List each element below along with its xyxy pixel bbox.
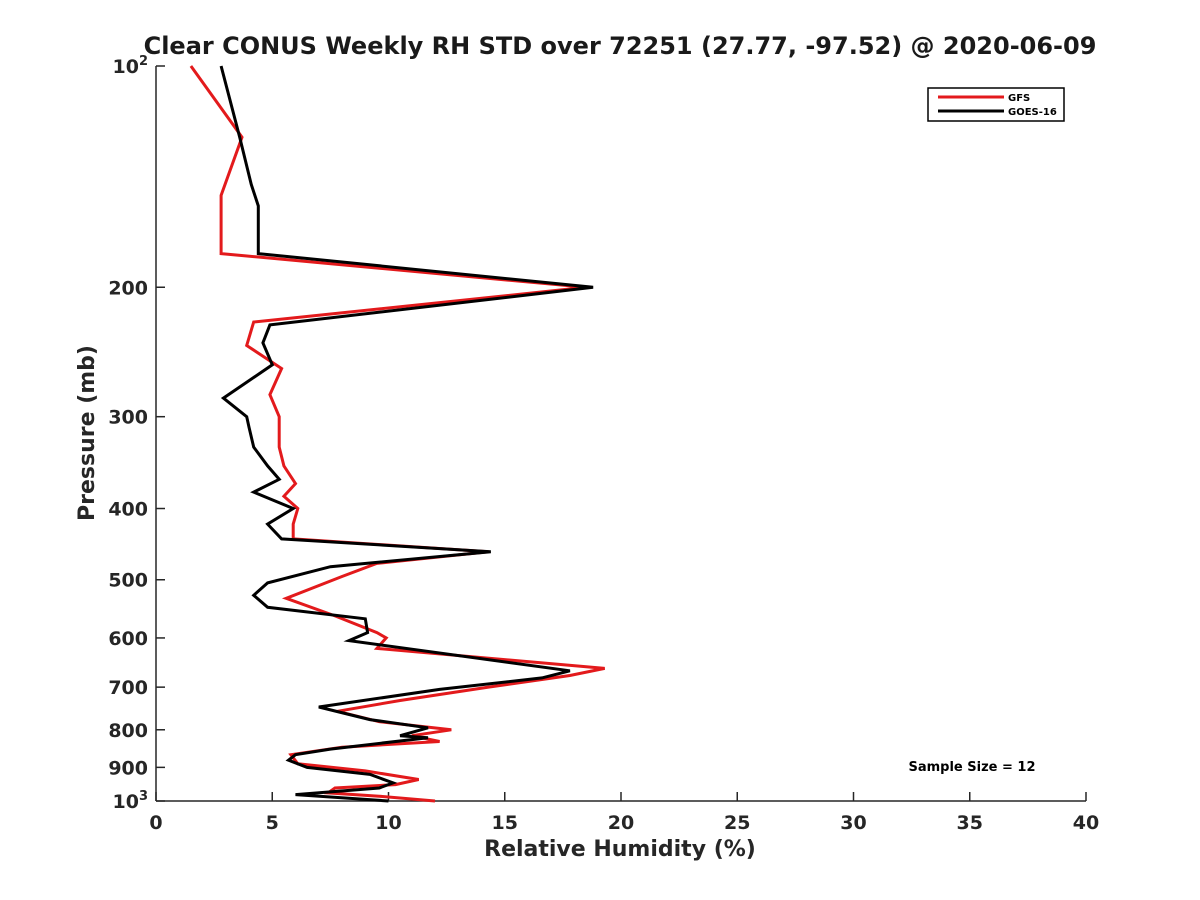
x-axis-label: Relative Humidity (%) (484, 837, 756, 862)
legend-entry: GOES-16 (1008, 107, 1057, 118)
legend-entry: GFS (1008, 93, 1030, 104)
series-gfs (189, 65, 605, 803)
x-tick-label: 0 (149, 812, 162, 834)
y-axis-label: Pressure (mb) (75, 345, 100, 521)
x-tick-label: 15 (492, 812, 518, 834)
series-goes-16 (219, 65, 594, 803)
x-tick-label: 25 (724, 812, 750, 834)
series-layer (189, 65, 605, 803)
x-tick-label: 40 (1073, 812, 1099, 834)
y-tick-label: 103 (113, 789, 149, 813)
x-tick-label: 35 (957, 812, 983, 834)
y-tick-label: 600 (108, 628, 148, 650)
y-tick-label: 102 (113, 54, 149, 78)
axes: 0 5 10 15 20 25 30 35 40 102 200 300 400 500 600 700 800… (108, 54, 1099, 834)
y-tick-label: 700 (108, 677, 148, 699)
x-tick-label: 20 (608, 812, 634, 834)
x-tick-label: 10 (375, 812, 401, 834)
y-tick-label: 900 (108, 757, 148, 779)
x-tick-label: 5 (266, 812, 279, 834)
y-tick-label: 400 (108, 499, 148, 521)
y-tick-label: 200 (108, 277, 148, 299)
y-tick-label: 300 (108, 407, 148, 429)
sample-size-annotation: Sample Size = 12 (908, 760, 1035, 775)
chart-title: Clear CONUS Weekly RH STD over 72251 (27… (144, 32, 1097, 60)
y-tick-label: 800 (108, 720, 148, 742)
legend: GFS GOES-16 (927, 87, 1065, 122)
y-tick-label: 500 (108, 570, 148, 592)
legend-box (927, 87, 1065, 122)
x-tick-label: 30 (840, 812, 866, 834)
